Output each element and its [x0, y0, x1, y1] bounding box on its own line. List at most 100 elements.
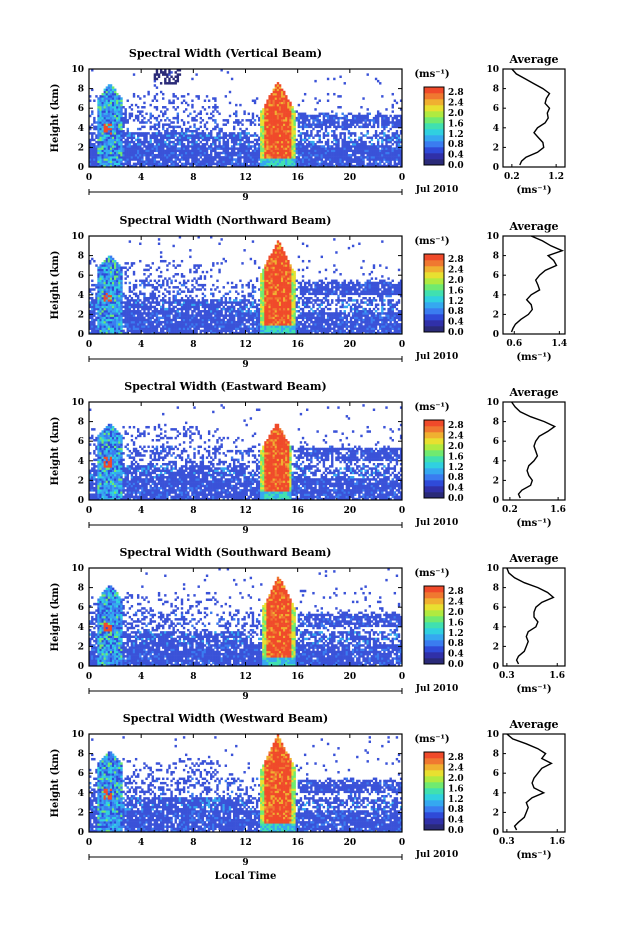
heatmap-cell	[241, 329, 244, 333]
heatmap-cell	[199, 149, 202, 153]
heatmap-cell	[128, 323, 132, 326]
heatmap-cell	[397, 121, 401, 124]
profile-y-tick-label: 4	[493, 124, 499, 134]
heatmap-cell	[220, 147, 223, 150]
heatmap-cell	[391, 151, 394, 155]
heatmap-cell	[124, 138, 127, 142]
heatmap-cell	[132, 283, 136, 287]
colorbar-swatch	[424, 135, 444, 142]
heatmap-cell	[91, 283, 94, 287]
heatmap-cell	[251, 114, 255, 118]
heatmap-cell	[147, 301, 150, 304]
heatmap-cell	[230, 303, 234, 306]
heatmap-cell	[124, 266, 127, 269]
heatmap-cell	[89, 164, 92, 168]
heatmap-cell	[141, 151, 144, 155]
heatmap-cell	[347, 147, 351, 150]
heatmap-cell	[151, 310, 154, 313]
panel-title: Spectral Width (Vertical Beam)	[129, 47, 322, 60]
heatmap-cell	[128, 145, 132, 148]
heatmap-cell	[91, 149, 94, 153]
heatmap-cell	[101, 112, 104, 116]
heatmap-cell	[216, 325, 219, 328]
heatmap-cell	[93, 162, 96, 166]
heatmap-cell	[120, 140, 123, 144]
heatmap-cell	[149, 149, 152, 153]
heatmap-cell	[168, 290, 171, 293]
heatmap-cell	[141, 134, 144, 137]
heatmap-cell	[95, 140, 98, 144]
heatmap-cell	[266, 99, 269, 102]
heatmap-cell	[101, 114, 104, 118]
heatmap-cell	[103, 88, 106, 92]
heatmap-cell	[164, 119, 167, 122]
heatmap-cell	[91, 292, 94, 296]
heatmap-cell	[180, 158, 184, 161]
heatmap-cell	[393, 149, 397, 153]
heatmap-cell	[301, 138, 305, 142]
x-tick-label: 0	[399, 173, 405, 183]
heatmap-cell	[105, 325, 109, 328]
heatmap-cell	[162, 97, 165, 100]
heatmap-cell	[103, 156, 106, 159]
heatmap-cell	[118, 138, 121, 142]
heatmap-cell	[262, 162, 265, 166]
heatmap-cell	[182, 162, 186, 166]
heatmap-cell	[118, 307, 121, 311]
heatmap-cell	[122, 305, 125, 309]
heatmap-cell	[322, 119, 326, 122]
heatmap-cell	[116, 134, 119, 137]
heatmap-cell	[172, 325, 175, 328]
heatmap-cell	[93, 283, 96, 287]
heatmap-cell	[195, 151, 198, 155]
heatmap-cell	[258, 156, 261, 159]
heatmap-cell	[180, 320, 184, 324]
heatmap-cell	[174, 329, 177, 333]
heatmap-cell	[220, 307, 223, 311]
heatmap-cell	[120, 266, 123, 269]
heatmap-cell	[101, 323, 104, 326]
heatmap-cell	[297, 114, 301, 118]
heatmap-cell	[164, 112, 167, 116]
heatmap-cell	[316, 151, 319, 155]
heatmap-cell	[243, 153, 246, 157]
x-tick-label: 0	[86, 173, 92, 183]
heatmap-cell	[111, 119, 115, 122]
heatmap-cell	[372, 145, 376, 148]
heatmap-cell	[232, 162, 236, 166]
heatmap-cell	[130, 147, 134, 150]
heatmap-cell	[155, 86, 159, 89]
heatmap-cell	[207, 164, 211, 168]
heatmap-cell	[141, 312, 144, 315]
heatmap-cell	[187, 162, 190, 166]
heatmap-cell	[164, 158, 167, 161]
heatmap-cell	[180, 312, 184, 315]
heatmap-cell	[122, 136, 125, 139]
heatmap-cell	[184, 101, 188, 105]
heatmap-cell	[149, 147, 152, 150]
heatmap-cell	[335, 143, 338, 146]
heatmap-cell	[397, 153, 401, 157]
heatmap-cell	[91, 164, 94, 168]
heatmap-cell	[143, 145, 146, 148]
heatmap-cell	[147, 275, 150, 278]
heatmap-cell	[168, 331, 171, 335]
heatmap-cell	[399, 108, 403, 111]
heatmap-cell	[295, 160, 298, 163]
heatmap-cell	[184, 303, 188, 306]
heatmap-cell	[272, 106, 276, 109]
heatmap-cell	[289, 151, 292, 155]
heatmap-cell	[103, 134, 106, 137]
heatmap-cell	[187, 288, 190, 291]
profile-y-tick-label: 8	[493, 85, 499, 95]
heatmap-cell	[151, 99, 154, 102]
heatmap-cell	[389, 136, 392, 139]
heatmap-cell	[362, 151, 365, 155]
profile-y-tick-label: 10	[486, 65, 499, 75]
heatmap-cell	[107, 286, 111, 289]
heatmap-cell	[120, 327, 123, 330]
heatmap-cell	[128, 134, 132, 137]
heatmap-cell	[157, 325, 161, 328]
heatmap-cell	[184, 153, 188, 157]
heatmap-cell	[89, 160, 92, 163]
